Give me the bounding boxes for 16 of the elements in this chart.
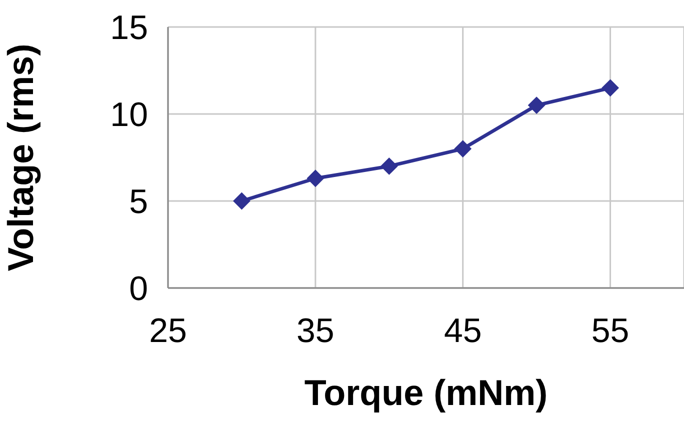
x-axis-title: Torque (mNm): [304, 372, 548, 413]
point: [306, 170, 324, 187]
x-tick-label: 45: [444, 312, 482, 350]
x-tick-label: 55: [591, 312, 630, 350]
y-tick-label: 5: [129, 183, 148, 222]
point: [233, 192, 250, 210]
point: [602, 79, 619, 96]
x-tick-label: 35: [296, 312, 334, 350]
y-tick-label: 10: [110, 96, 148, 134]
point: [528, 96, 546, 114]
y-tick-label: 0: [129, 270, 148, 308]
point: [454, 140, 472, 158]
y-tick-label: 15: [110, 9, 148, 48]
y-axis-title: Voltage (rms): [0, 44, 41, 272]
point: [380, 158, 398, 175]
x-tick-label: 25: [149, 312, 187, 350]
